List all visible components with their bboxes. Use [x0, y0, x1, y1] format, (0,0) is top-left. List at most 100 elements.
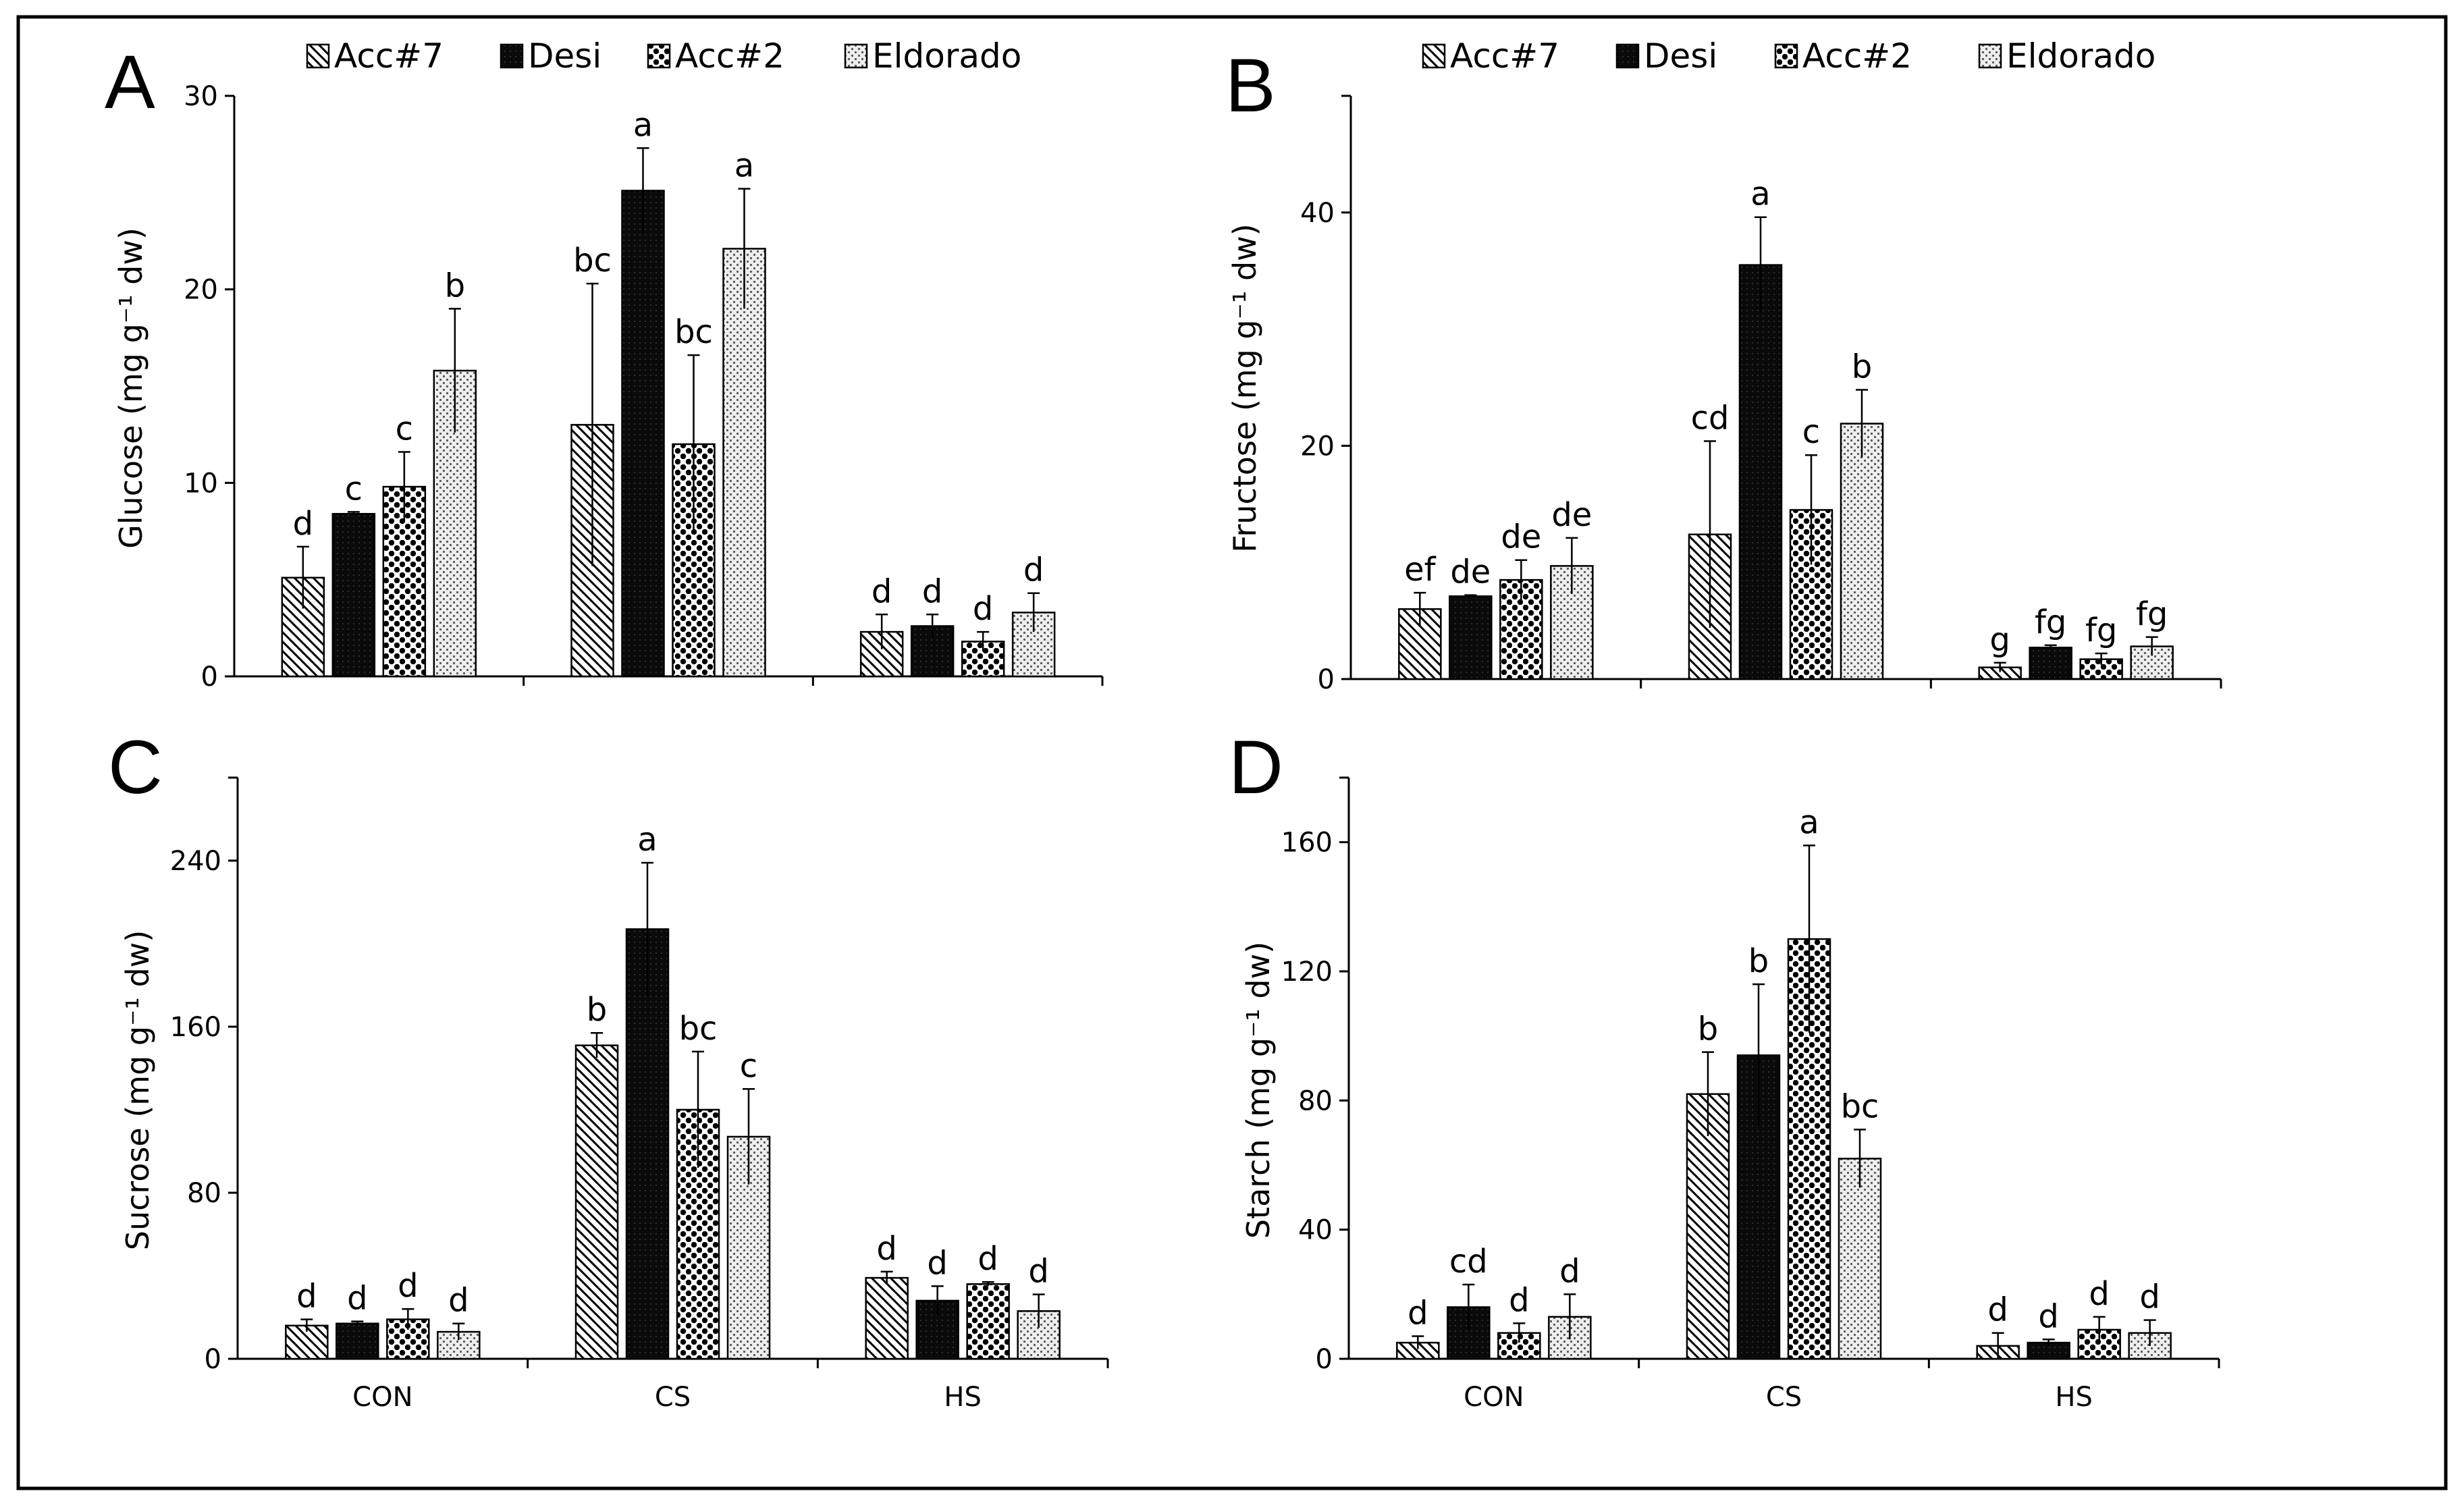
significance-letter: de — [1501, 518, 1541, 556]
significance-letter: a — [633, 106, 653, 144]
bar-acc7-hs — [865, 1276, 909, 1360]
panel-letter: D — [1229, 725, 1283, 809]
significance-letter: cd — [1691, 399, 1730, 437]
significance-letter: d — [927, 1244, 947, 1282]
legend-swatch-eldorado — [1978, 43, 2002, 69]
significance-letter: a — [1799, 803, 1819, 841]
significance-letter: d — [1509, 1281, 1529, 1319]
significance-letter: bc — [679, 1010, 718, 1048]
y-tick-label: 20 — [1300, 431, 1335, 462]
legend-swatch-desi — [500, 43, 524, 69]
x-category-label: HS — [944, 1382, 981, 1413]
y-tick-label: 160 — [170, 1012, 221, 1043]
significance-letter: d — [293, 505, 313, 543]
significance-letter: d — [876, 1230, 896, 1268]
panel-letter: A — [105, 40, 155, 124]
significance-letter: fg — [2085, 612, 2117, 649]
significance-letter: c — [1802, 413, 1820, 451]
y-tick-label: 0 — [205, 1344, 221, 1375]
legend-label-acc7: Acc#7 — [1450, 36, 1559, 76]
bar-eldorado-cs — [722, 248, 766, 678]
significance-letter: d — [872, 572, 892, 610]
significance-letter: d — [1559, 1252, 1580, 1290]
y-tick-label: 10 — [184, 468, 218, 499]
significance-letter: b — [1748, 942, 1769, 980]
significance-letter: c — [396, 410, 413, 448]
significance-letter: ef — [1404, 551, 1437, 589]
legend-swatch-acc7 — [1422, 43, 1446, 69]
y-tick-label: 160 — [1281, 828, 1333, 859]
bar-acc7-hs — [859, 630, 904, 678]
y-tick-label: 240 — [170, 846, 221, 877]
y-tick-label: 80 — [187, 1178, 221, 1209]
y-tick-label: 80 — [1298, 1085, 1333, 1116]
significance-letter: a — [1750, 176, 1770, 213]
significance-letter: c — [740, 1047, 757, 1085]
figure-border — [16, 15, 2448, 1490]
significance-letter: bc — [1841, 1087, 1879, 1125]
significance-letter: bc — [573, 242, 612, 279]
bar-desi-cs — [1738, 264, 1783, 680]
significance-letter: d — [347, 1280, 367, 1318]
y-tick-label: 40 — [1300, 198, 1335, 229]
y-axis-label: Fructose (mg g⁻¹ dw) — [1227, 223, 1263, 552]
significance-letter: fg — [2136, 595, 2168, 633]
legend-swatch-acc2 — [647, 43, 671, 69]
bar-eldorado-cs — [1838, 1158, 1882, 1360]
x-category-label: HS — [2055, 1382, 2092, 1413]
significance-letter: d — [973, 590, 993, 628]
legend-label-eldorado: Eldorado — [872, 36, 1021, 76]
y-tick-label: 20 — [184, 275, 218, 306]
legend-swatch-eldorado — [844, 43, 868, 69]
significance-letter: a — [734, 147, 754, 185]
significance-letter: bc — [674, 313, 713, 351]
significance-letter: b — [1698, 1010, 1718, 1048]
y-tick-label: 120 — [1281, 956, 1333, 988]
y-tick-label: 0 — [201, 662, 218, 693]
legend-label-desi: Desi — [1644, 36, 1717, 76]
x-category-label: CS — [655, 1382, 691, 1413]
panel-letter: B — [1225, 43, 1276, 128]
significance-letter: d — [1023, 551, 1044, 589]
significance-letter: d — [448, 1282, 468, 1320]
legend-swatch-acc2 — [1774, 43, 1798, 69]
significance-letter: d — [296, 1278, 317, 1316]
bar-desi-con — [1449, 595, 1493, 680]
y-tick-label: 0 — [1316, 1344, 1333, 1375]
significance-letter: b — [1852, 348, 1872, 385]
y-tick-label: 0 — [1318, 664, 1335, 695]
significance-letter: d — [2038, 1297, 2058, 1335]
legend-label-acc2: Acc#2 — [1802, 36, 1912, 76]
bar-desi-con — [331, 512, 376, 678]
legend-label-desi: Desi — [528, 36, 601, 76]
significance-letter: b — [445, 267, 465, 304]
bar-eldorado-cs — [1840, 423, 1884, 680]
y-tick-label: 30 — [184, 81, 218, 112]
panel-letter: C — [108, 725, 163, 809]
significance-letter: de — [1551, 496, 1592, 534]
x-category-label: CON — [352, 1382, 412, 1413]
significance-letter: d — [922, 572, 942, 610]
legend-label-acc2: Acc#2 — [675, 36, 784, 76]
y-axis-label: Sucrose (mg g⁻¹ dw) — [119, 930, 156, 1250]
bar-acc2-hs — [966, 1283, 1010, 1360]
significance-letter: d — [398, 1267, 418, 1305]
significance-letter: b — [587, 991, 607, 1029]
x-category-label: CON — [1464, 1382, 1524, 1413]
y-axis-label: Starch (mg g⁻¹ dw) — [1240, 942, 1277, 1239]
significance-letter: g — [1989, 621, 2010, 659]
significance-letter: fg — [2035, 603, 2066, 641]
legend-swatch-acc7 — [306, 43, 330, 69]
significance-letter: d — [1987, 1291, 2008, 1329]
bar-acc7-cs — [574, 1044, 619, 1360]
significance-letter: c — [345, 470, 363, 508]
significance-letter: d — [2089, 1275, 2109, 1313]
significance-letter: de — [1450, 554, 1491, 591]
significance-letter: a — [637, 821, 657, 859]
bar-acc7-cs — [1686, 1093, 1730, 1360]
